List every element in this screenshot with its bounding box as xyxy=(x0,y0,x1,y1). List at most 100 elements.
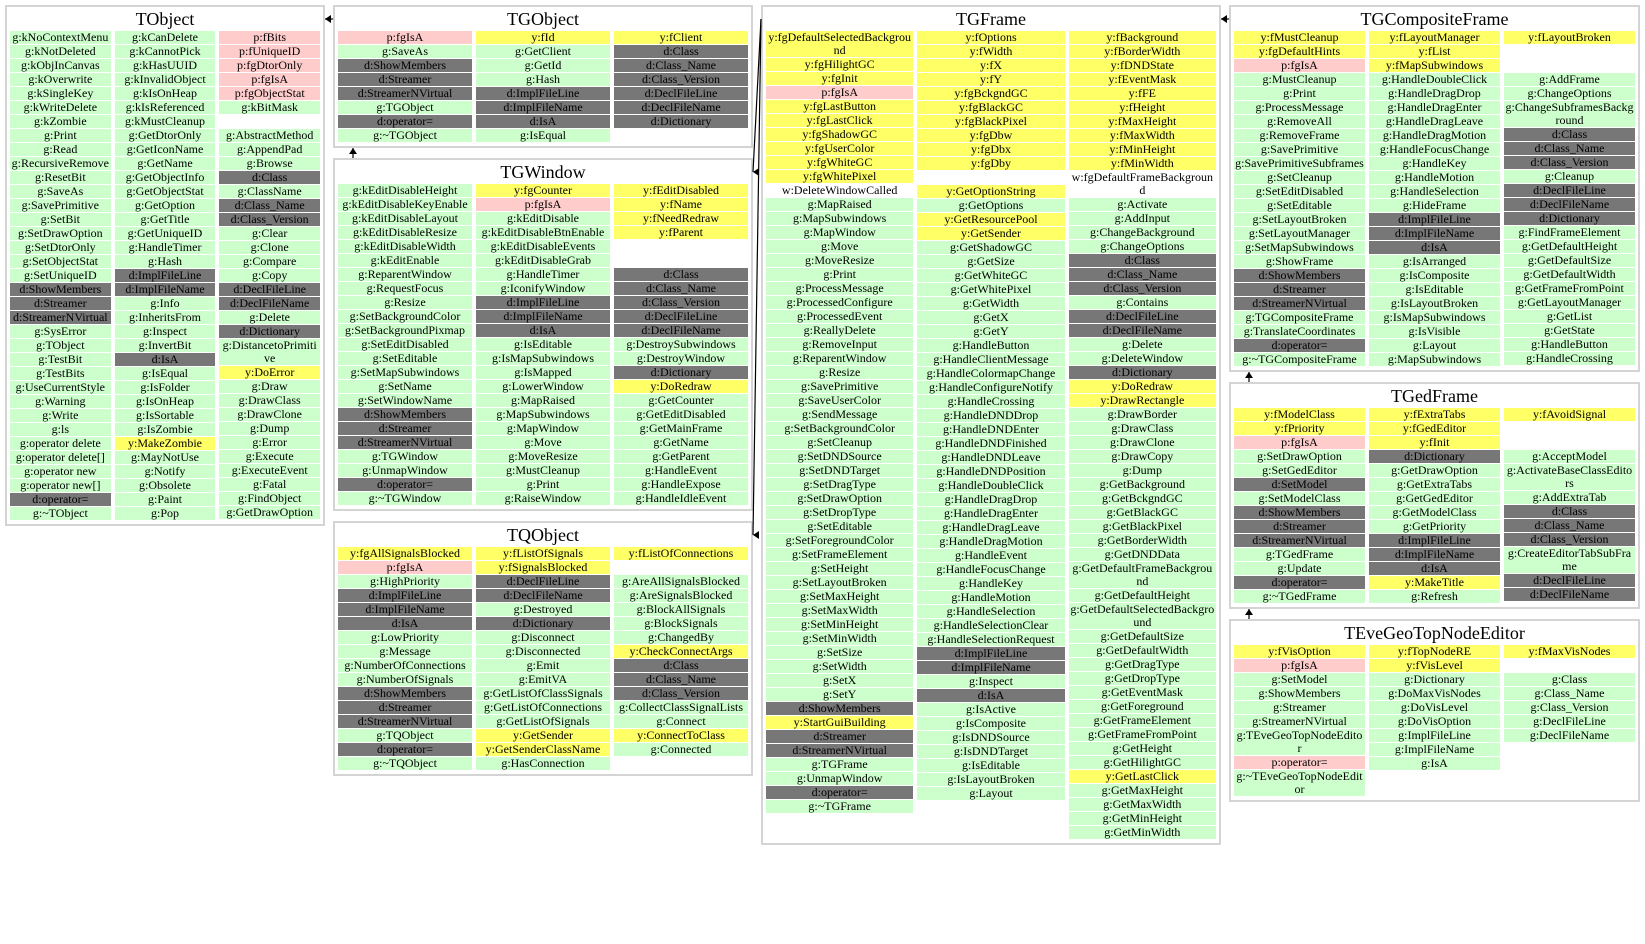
member-item[interactable]: d:Dictionary xyxy=(476,617,610,630)
member-item[interactable]: d:ShowMembers xyxy=(10,283,111,296)
member-item[interactable]: g:DrawClone xyxy=(1068,436,1216,449)
member-item[interactable]: d:Streamer xyxy=(338,422,472,435)
member-item[interactable]: y:fMustCleanup xyxy=(1234,31,1365,44)
member-item[interactable]: y:fInit xyxy=(1369,436,1500,449)
member-item[interactable]: g:Connected xyxy=(614,743,748,756)
member-item[interactable]: d:Class xyxy=(614,45,748,58)
member-item[interactable]: d:Class_Name xyxy=(614,59,748,72)
member-item[interactable]: d:ImplFileName xyxy=(1369,548,1500,561)
member-item[interactable]: d:Class_Name xyxy=(1504,519,1635,532)
member-item[interactable]: g:GetDefaultWidth xyxy=(1504,268,1635,281)
member-item[interactable]: d:StreamerNVirtual xyxy=(766,744,914,757)
member-item[interactable]: p:fgIsA xyxy=(476,198,610,211)
member-item[interactable]: g:GetListOfSignals xyxy=(476,715,610,728)
member-item[interactable]: g:SetBit xyxy=(10,213,111,226)
member-item[interactable]: y:fOptions xyxy=(917,31,1065,44)
member-item[interactable]: g:SetWidth xyxy=(766,660,914,673)
member-item[interactable]: g:DestroySubwindows xyxy=(614,338,748,351)
member-item[interactable]: g:SetEditable xyxy=(1234,199,1365,212)
member-item[interactable]: g:HandleKey xyxy=(917,577,1065,590)
member-item[interactable]: g:SetLayoutBroken xyxy=(1234,213,1365,226)
member-item[interactable]: g:Class_Name xyxy=(1504,687,1635,700)
member-item[interactable]: d:ImplFileName xyxy=(338,603,472,616)
member-item[interactable]: g:GetOptions xyxy=(917,199,1065,212)
member-item[interactable]: p:fgDtorOnly xyxy=(219,59,321,72)
member-item[interactable]: g:SetName xyxy=(338,380,472,393)
member-item[interactable]: g:IsActive xyxy=(917,703,1065,716)
member-item[interactable]: g:kObjInCanvas xyxy=(10,59,111,72)
member-item[interactable]: g:Move xyxy=(766,240,914,253)
member-item[interactable]: g:SetDrawOption xyxy=(10,227,111,240)
member-item[interactable]: g:DistancetoPrimitive xyxy=(219,339,321,365)
member-item[interactable]: y:fListOfSignals xyxy=(476,547,610,560)
member-item[interactable]: g:GetFrameElement xyxy=(1068,714,1216,727)
member-item[interactable]: g:HandleSelection xyxy=(917,605,1065,618)
member-item[interactable]: g:Copy xyxy=(219,269,321,282)
member-item[interactable]: g:IsComposite xyxy=(1369,269,1500,282)
member-item[interactable]: g:TGObject xyxy=(338,101,472,114)
member-item[interactable]: g:GetDefaultSize xyxy=(1068,630,1216,643)
class-box-tqobject[interactable]: TQObject y:fgAllSignalsBlocked p:fgIsA g:Hi… xyxy=(333,521,753,776)
member-item[interactable]: y:fgCounter xyxy=(476,184,610,197)
member-item[interactable]: g:ProcessedConfigure xyxy=(766,296,914,309)
member-item[interactable]: g:kNotDeleted xyxy=(10,45,111,58)
member-item[interactable]: g:MoveResize xyxy=(766,254,914,267)
member-item[interactable]: d:DeclFileName xyxy=(219,297,321,310)
member-item[interactable]: d:ImplFileLine xyxy=(1369,534,1500,547)
member-item[interactable]: g:GetGedEditor xyxy=(1369,492,1500,505)
member-item[interactable]: g:kNoContextMenu xyxy=(10,31,111,44)
member-item[interactable]: g:Dictionary xyxy=(1369,673,1500,686)
member-item[interactable]: g:Print xyxy=(476,478,610,491)
member-item[interactable]: g:SysError xyxy=(10,325,111,338)
member-item[interactable]: g:GetDefaultHeight xyxy=(1068,589,1216,602)
member-item[interactable]: g:AcceptModel xyxy=(1504,450,1635,463)
member-item[interactable]: d:DeclFileName xyxy=(614,101,748,114)
member-item[interactable]: g:ShowFrame xyxy=(1234,255,1365,268)
member-item[interactable]: y:fgAllSignalsBlocked xyxy=(338,547,472,560)
member-item[interactable]: d:DeclFileName xyxy=(1504,588,1635,601)
member-item[interactable]: g:HandleDNDDrop xyxy=(917,409,1065,422)
member-item[interactable]: g:NumberOfSignals xyxy=(338,673,472,686)
member-item[interactable]: g:HandleSelection xyxy=(1369,185,1500,198)
member-item[interactable]: y:fgLastButton xyxy=(766,100,914,113)
member-item[interactable]: g:DeclFileLine xyxy=(1504,715,1635,728)
member-item[interactable]: g:UnmapWindow xyxy=(766,772,914,785)
member-item[interactable]: g:SetForegroundColor xyxy=(766,534,914,547)
member-item[interactable]: g:MoveResize xyxy=(476,450,610,463)
member-item[interactable]: g:kEditDisable xyxy=(476,212,610,225)
member-item[interactable]: g:CreateEditorTabSubFrame xyxy=(1504,547,1635,573)
member-item[interactable]: d:ImplFileLine xyxy=(476,296,610,309)
member-item[interactable]: g:HandleIdleEvent xyxy=(614,492,748,505)
member-item[interactable]: g:Disconnect xyxy=(476,631,610,644)
member-item[interactable]: g:RemoveFrame xyxy=(1234,129,1365,142)
member-item[interactable]: g:HandleDragEnter xyxy=(917,507,1065,520)
member-item[interactable]: p:fgIsA xyxy=(1234,659,1365,672)
member-item[interactable]: g:IsLayoutBroken xyxy=(917,773,1065,786)
member-item[interactable]: g:UseCurrentStyle xyxy=(10,381,111,394)
member-item[interactable]: d:StreamerNVirtual xyxy=(338,436,472,449)
member-item[interactable]: y:fSignalsBlocked xyxy=(476,561,610,574)
member-item[interactable]: g:GetListOfConnections xyxy=(476,701,610,714)
member-item[interactable]: g:GetIconName xyxy=(114,143,216,156)
member-item[interactable]: g:RaiseWindow xyxy=(476,492,610,505)
member-item[interactable]: g:HandleEvent xyxy=(614,464,748,477)
member-item[interactable]: g:kCanDelete xyxy=(114,31,216,44)
member-item[interactable]: d:ImplFileLine xyxy=(114,269,216,282)
member-item[interactable]: g:SetDragType xyxy=(766,478,914,491)
member-item[interactable]: d:Streamer xyxy=(1234,283,1365,296)
member-item[interactable]: d:Streamer xyxy=(766,730,914,743)
member-item[interactable]: d:Class xyxy=(614,268,748,281)
member-item[interactable]: g:kEditDisableWidth xyxy=(338,240,472,253)
member-item[interactable]: g:DeclFileName xyxy=(1504,729,1635,742)
member-item[interactable]: d:DeclFileLine xyxy=(1504,574,1635,587)
member-item[interactable]: y:fHeight xyxy=(1068,101,1216,114)
member-item[interactable]: d:SetModel xyxy=(1234,478,1365,491)
member-item[interactable]: g:SetFrameElement xyxy=(766,548,914,561)
member-item[interactable]: d:operator= xyxy=(338,743,472,756)
member-item[interactable]: g:InheritsFrom xyxy=(114,311,216,324)
member-item[interactable]: g:MapRaised xyxy=(766,198,914,211)
member-item[interactable]: g:SetX xyxy=(766,674,914,687)
member-item[interactable]: d:ShowMembers xyxy=(1234,269,1365,282)
member-item[interactable]: d:Class xyxy=(1504,128,1635,141)
member-item[interactable]: g:GetDefaultSize xyxy=(1504,254,1635,267)
